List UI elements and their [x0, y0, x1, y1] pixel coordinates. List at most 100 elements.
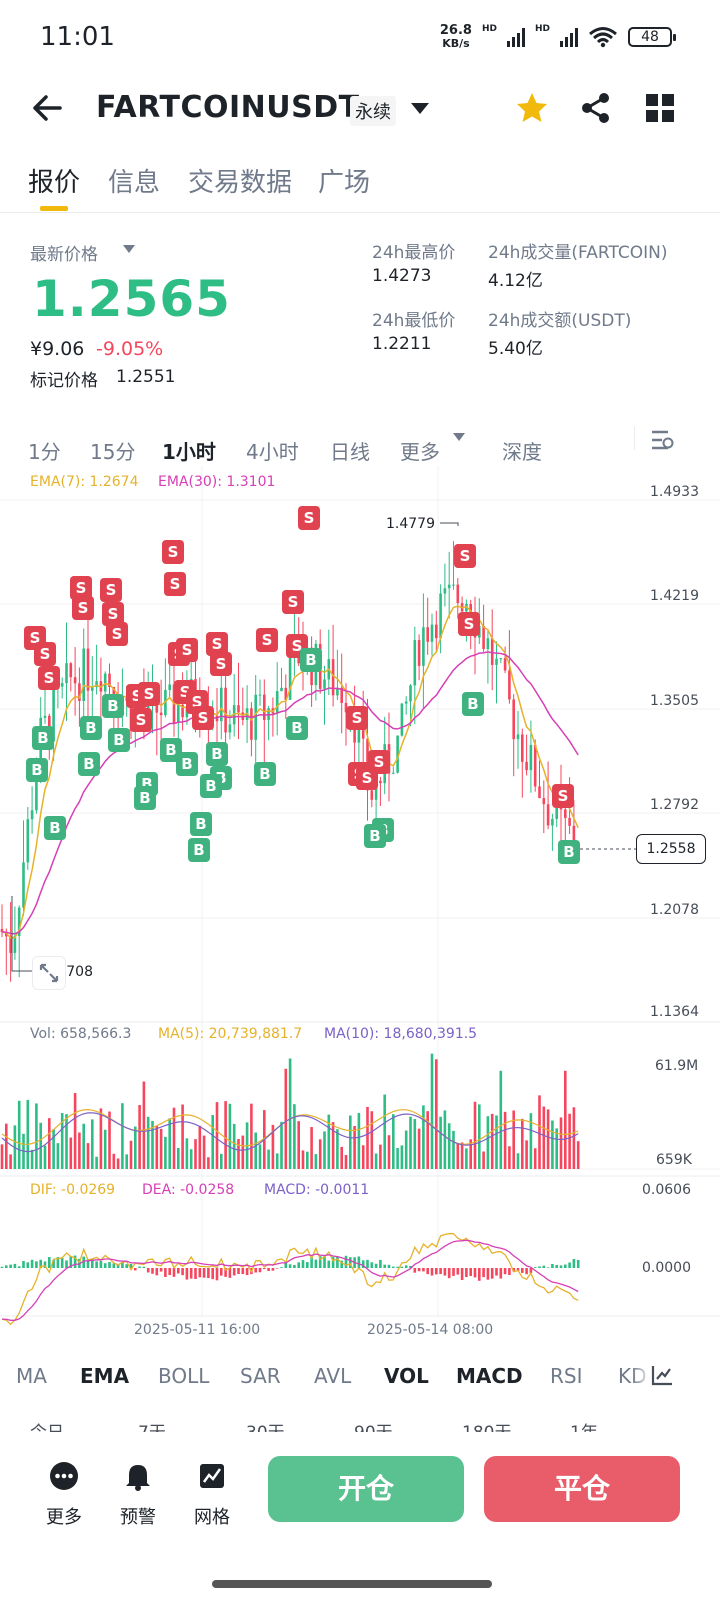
net-speed-value: 26.8 [439, 23, 472, 38]
indicator-sar[interactable]: SAR [240, 1364, 281, 1388]
volume-bar [361, 1145, 365, 1169]
candle-body [318, 643, 322, 689]
share-icon[interactable] [578, 90, 614, 126]
interval-more[interactable]: 更多 [400, 440, 440, 464]
dif-legend: DIF: -0.0269 [30, 1182, 116, 1198]
tab-trading-data[interactable]: 交易数据 [188, 168, 293, 198]
status-time: 11:01 [40, 22, 115, 52]
volume-bar [306, 1151, 309, 1169]
macd-histogram-bar [0, 1266, 4, 1268]
latest-price-label[interactable]: 最新价格 [30, 245, 98, 265]
macd-histogram-bar [164, 1268, 167, 1277]
volume-bar [241, 1135, 245, 1169]
symbol-title[interactable]: FARTCOINUSDT [96, 90, 360, 125]
grid-trading-label: 网格 [194, 1507, 230, 1528]
caret-down-icon[interactable] [452, 432, 466, 442]
candle-body [452, 584, 455, 586]
interval-15m[interactable]: 15分 [90, 440, 136, 464]
interval-1m[interactable]: 1分 [28, 440, 61, 464]
macd-histogram-bar [91, 1258, 94, 1268]
indicator-vol[interactable]: VOL [384, 1364, 429, 1388]
candle-body [417, 640, 421, 666]
back-arrow-icon[interactable] [30, 90, 66, 126]
macd-histogram-bar [452, 1268, 455, 1276]
candle-body [374, 780, 378, 800]
star-icon[interactable] [514, 90, 550, 126]
interval-depth[interactable]: 深度 [502, 440, 542, 464]
low-24h: 1.2211 [372, 334, 432, 354]
indicator-rsi[interactable]: RSI [550, 1364, 583, 1388]
candle-body [344, 702, 348, 713]
caret-down-icon[interactable] [122, 244, 136, 254]
tab-square[interactable]: 广场 [318, 168, 371, 198]
macd-histogram-bar [430, 1268, 434, 1276]
indicator-settings-icon[interactable] [650, 1364, 674, 1386]
latest-price: 1.2565 [32, 270, 231, 328]
candle-body [288, 651, 292, 700]
close-position-button[interactable]: 平仓 [484, 1456, 680, 1522]
volume-bar [503, 1111, 507, 1169]
open-position-button[interactable]: 开仓 [268, 1456, 464, 1522]
macd-histogram-bar [572, 1259, 576, 1268]
volume-bar [413, 1119, 417, 1169]
volume-bar [215, 1102, 219, 1169]
macd-histogram-bar [409, 1265, 412, 1268]
volume-bar [0, 1144, 4, 1169]
candle-body [366, 738, 369, 791]
macd-histogram-bar [336, 1256, 339, 1268]
volume-bar [327, 1114, 331, 1169]
interval-4h[interactable]: 4小时 [246, 440, 299, 464]
macd-histogram-bar [121, 1261, 124, 1268]
macd-histogram-bar [344, 1255, 348, 1268]
expand-icon[interactable] [32, 956, 66, 990]
kline-chart[interactable] [0, 466, 720, 1346]
indicator-ema[interactable]: EMA [80, 1364, 130, 1388]
caret-down-icon[interactable] [410, 102, 430, 116]
candle-body [39, 717, 42, 773]
tab-info[interactable]: 信息 [108, 168, 161, 198]
bell-icon [126, 1465, 150, 1491]
interval-1d[interactable]: 日线 [330, 440, 370, 464]
candle-body [426, 627, 429, 642]
home-indicator[interactable] [212, 1580, 492, 1588]
volume-bar [185, 1138, 189, 1169]
indicator-macd[interactable]: MACD [456, 1364, 523, 1388]
indicator-boll[interactable]: BOLL [158, 1364, 210, 1388]
volume-bar [5, 1123, 8, 1169]
candle-body [297, 644, 300, 664]
price-change: -9.05% [96, 338, 164, 360]
candle-body [22, 862, 25, 908]
more-button[interactable]: 更多 [34, 1460, 94, 1529]
tab-quote[interactable]: 报价 [28, 168, 81, 198]
alert-button[interactable]: 预警 [108, 1460, 168, 1529]
macd-histogram-bar [456, 1268, 460, 1275]
macd-histogram-bar [366, 1259, 369, 1268]
macd-histogram-bar [340, 1260, 343, 1268]
indicator-avl[interactable]: AVL [314, 1364, 352, 1388]
candle-body [228, 724, 232, 733]
grid-trading-button[interactable]: 网格 [182, 1460, 242, 1529]
grid-icon[interactable] [642, 90, 678, 126]
volume-bar [189, 1149, 193, 1169]
last-price-tag: 1.2558 [636, 834, 706, 864]
candle-body [357, 725, 361, 743]
interval-1h[interactable]: 1小时 [162, 440, 216, 464]
volume-bar [172, 1107, 176, 1169]
volume-bar [430, 1053, 434, 1169]
macd-histogram-bar [185, 1268, 189, 1280]
macd-histogram-bar [228, 1268, 232, 1278]
indicator-ma[interactable]: MA [16, 1364, 47, 1388]
high-24h: 1.4273 [372, 266, 432, 286]
macd-histogram-bar [69, 1256, 73, 1268]
candle-body [142, 708, 146, 710]
macd-histogram-bar [271, 1268, 275, 1271]
volume-bar [293, 1104, 296, 1169]
volume-bar [232, 1123, 236, 1169]
chart-settings-icon[interactable] [650, 428, 674, 452]
macd-histogram-bar [460, 1268, 464, 1281]
volume-bar [301, 1150, 305, 1169]
macd-histogram-bar [327, 1260, 331, 1268]
macd-histogram-bar [551, 1263, 554, 1268]
dif-line [1, 1232, 579, 1326]
macd-histogram-bar [35, 1261, 38, 1268]
